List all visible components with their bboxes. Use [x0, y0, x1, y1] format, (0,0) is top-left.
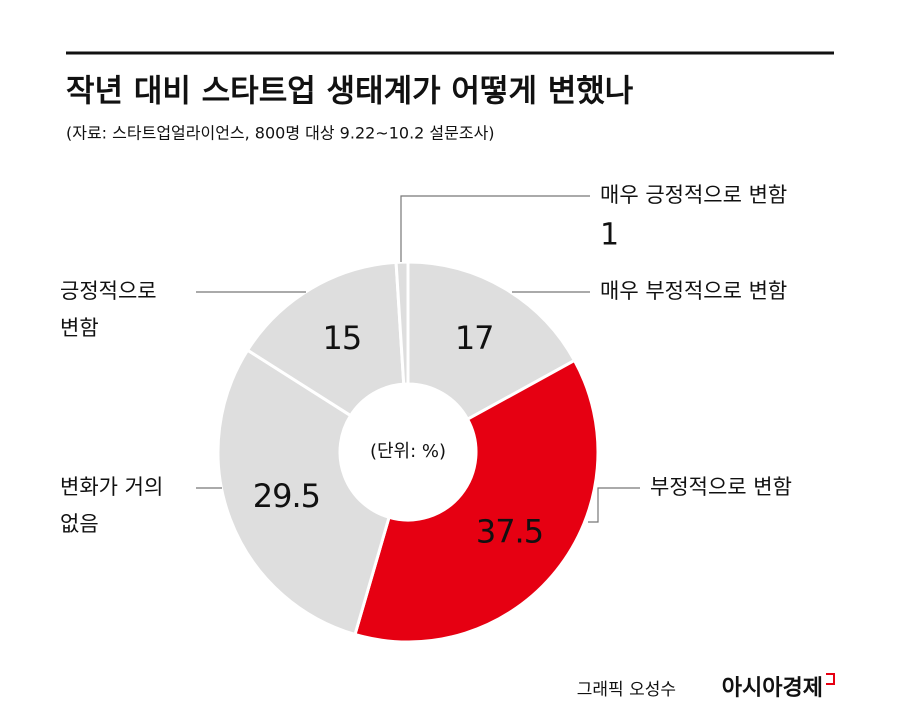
chart-title: 작년 대비 스타트업 생태계가 어떻게 변했나	[66, 74, 634, 110]
leader-line	[400, 195, 590, 262]
category-label: 매우 부정적으로 변함	[600, 279, 787, 303]
label-line: 변함	[60, 316, 99, 340]
value-label: 1	[600, 218, 618, 253]
category-label: 변화가 거의 없음	[60, 475, 170, 536]
donut-slice	[394, 260, 410, 386]
category-label: 매우 긍정적으로 변함	[600, 183, 787, 207]
credit: 그래픽 오성수	[577, 680, 676, 700]
value-label: 17	[455, 319, 494, 357]
category-label: 긍정적으로 변함	[60, 279, 163, 340]
donut-slice	[245, 260, 406, 418]
logo-mark	[826, 673, 835, 685]
donut-slice	[353, 358, 600, 644]
label-line: 변화가 거의	[60, 475, 170, 499]
value-label: 29.5	[253, 477, 320, 515]
publisher: 아시아경제	[722, 676, 823, 701]
category-label: 부정적으로 변함	[650, 475, 792, 499]
leader-line	[588, 487, 640, 523]
donut-slice	[406, 260, 577, 422]
value-label: 37.5	[476, 512, 543, 550]
donut-slice	[216, 348, 391, 637]
center-label: (단위: %)	[370, 441, 446, 462]
value-label: 15	[322, 319, 361, 357]
label-line: 긍정적으로	[60, 279, 163, 303]
label-line: 없음	[60, 512, 99, 536]
chart-subtitle: (자료: 스타트업얼라이언스, 800명 대상 9.22~10.2 설문조사)	[66, 124, 495, 143]
